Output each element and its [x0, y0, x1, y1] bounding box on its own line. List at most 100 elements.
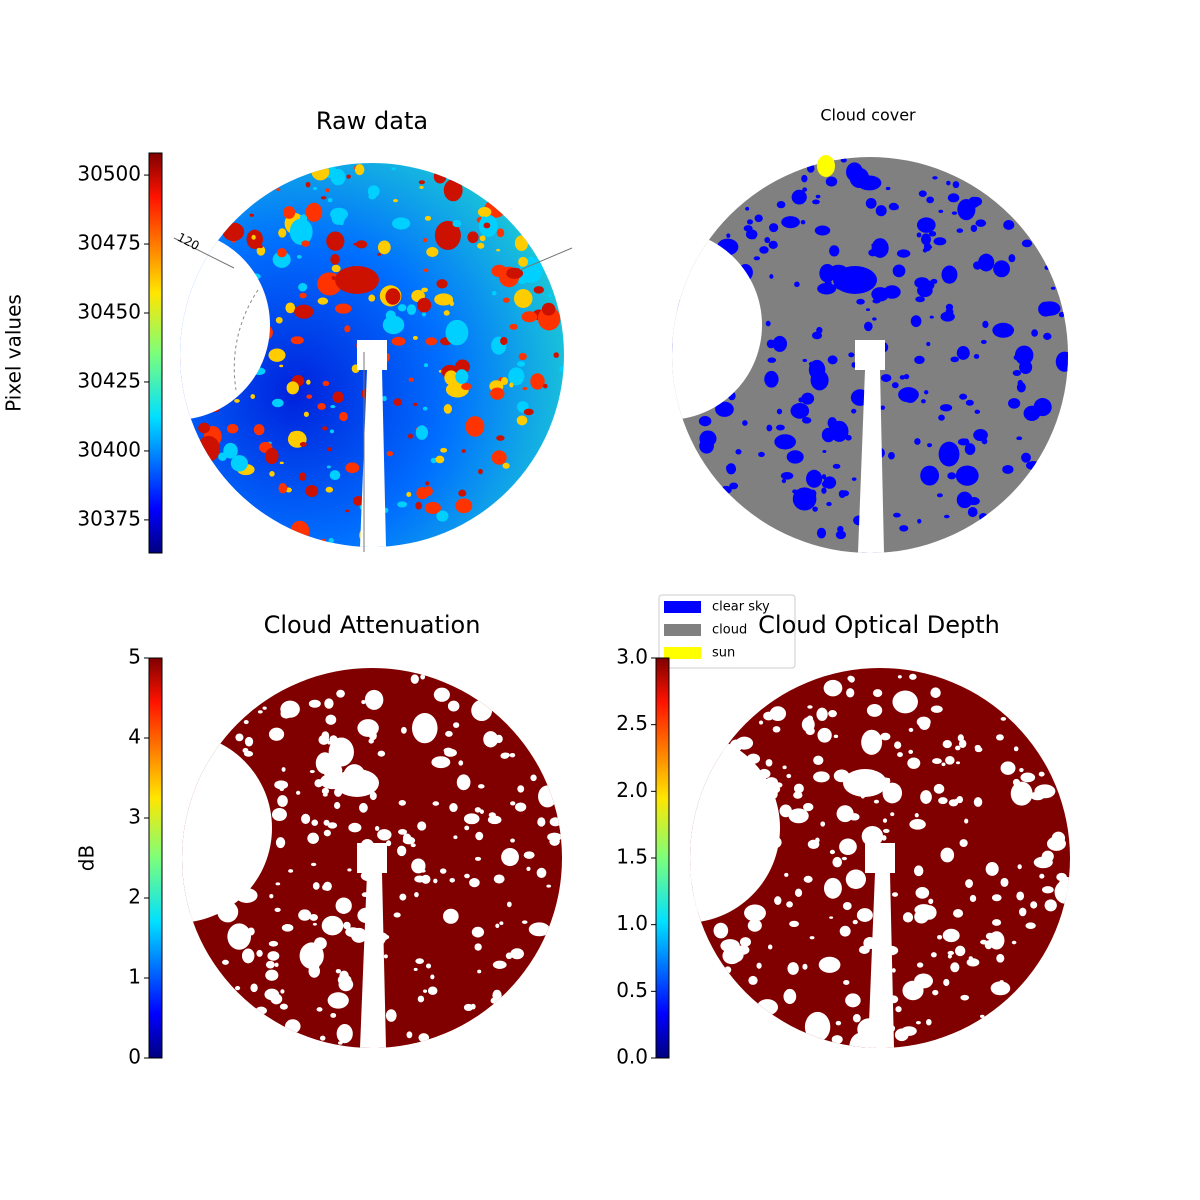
blob: [335, 769, 379, 797]
blob: [421, 311, 427, 317]
blob: [872, 689, 883, 698]
blob: [423, 363, 429, 368]
mask-slot: [855, 340, 885, 553]
blob: [1043, 332, 1052, 340]
blob: [513, 289, 533, 308]
blob: [993, 260, 1010, 278]
blob: [299, 942, 324, 970]
blob: [838, 489, 846, 499]
blob: [463, 1003, 474, 1012]
blob: [461, 382, 472, 391]
blob: [275, 837, 286, 849]
mask-bite: [672, 230, 762, 420]
blob: [256, 245, 266, 256]
blob: [274, 907, 281, 912]
blob: [751, 233, 757, 240]
blob: [871, 243, 876, 247]
blob: [985, 862, 999, 876]
tick-label: 4: [128, 725, 141, 749]
blob: [478, 468, 483, 475]
blob: [433, 169, 447, 184]
blob: [739, 937, 751, 947]
blob: [315, 752, 334, 775]
blob: [385, 288, 401, 305]
blob: [516, 415, 528, 426]
blob: [821, 487, 827, 494]
blob: [280, 989, 285, 994]
blob: [865, 197, 877, 209]
blob: [951, 211, 958, 215]
blob: [549, 836, 560, 846]
blob: [509, 382, 514, 388]
blob: [537, 817, 546, 827]
blob: [368, 738, 374, 744]
panel-title: Cloud Optical Depth: [758, 611, 1000, 639]
blob: [198, 422, 210, 434]
blob: [434, 293, 454, 306]
blob: [826, 501, 832, 507]
blob: [1038, 771, 1045, 777]
blob: [815, 194, 821, 199]
blob: [801, 174, 808, 183]
blob: [329, 470, 341, 481]
blob: [477, 207, 492, 218]
blob: [851, 408, 857, 414]
blob: [926, 341, 931, 347]
blob: [330, 253, 340, 265]
blob: [958, 739, 967, 749]
blob: [440, 447, 448, 453]
blob: [345, 462, 360, 474]
blob: [813, 755, 824, 765]
blob: [422, 237, 428, 243]
blob: [1000, 877, 1009, 887]
blob: [918, 190, 927, 198]
blob: [510, 801, 516, 806]
blob: [327, 822, 338, 829]
blob: [313, 937, 327, 950]
blob: [907, 757, 921, 769]
blob: [542, 383, 548, 389]
blob: [330, 405, 336, 409]
blob: [492, 960, 507, 969]
blob: [549, 817, 562, 827]
blob: [456, 774, 471, 791]
blob: [1016, 436, 1023, 441]
colorbar: [655, 657, 670, 1059]
blob: [465, 416, 485, 437]
blob: [335, 303, 352, 314]
blob: [829, 916, 834, 919]
blob: [947, 472, 957, 480]
blob: [488, 812, 496, 818]
blob: [256, 949, 263, 957]
blob: [426, 246, 439, 257]
blob: [772, 335, 788, 352]
blob: [903, 373, 910, 380]
blob: [279, 461, 284, 465]
blob: [980, 939, 988, 945]
blob: [250, 983, 258, 993]
blob: [729, 482, 739, 490]
blob: [821, 474, 827, 480]
blob: [346, 174, 351, 179]
blob: [296, 790, 301, 795]
blob: [427, 986, 438, 995]
blob: [492, 989, 502, 1001]
blob: [307, 832, 319, 844]
blob: [312, 922, 317, 926]
blob: [822, 449, 827, 454]
blob: [443, 404, 453, 414]
blob: [903, 390, 918, 403]
blob: [415, 958, 424, 964]
blob: [808, 361, 817, 367]
blob: [278, 483, 288, 494]
blob: [253, 424, 265, 436]
blob: [776, 408, 783, 415]
blob: [938, 797, 948, 805]
blob: [916, 962, 924, 968]
blob: [397, 501, 408, 508]
blob: [833, 266, 877, 294]
blob: [1019, 767, 1024, 773]
blob: [234, 398, 240, 403]
blob: [508, 367, 525, 386]
blob: [841, 856, 848, 861]
